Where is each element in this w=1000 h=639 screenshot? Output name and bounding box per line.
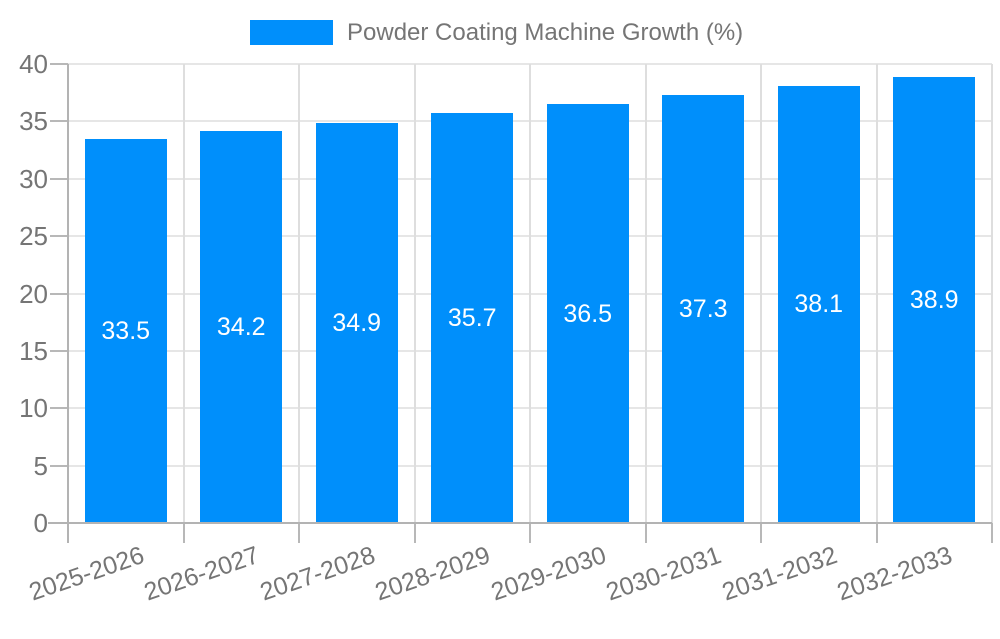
x-gridline — [182, 64, 185, 523]
bar[interactable]: 36.5 — [546, 104, 629, 523]
x-gridline — [760, 64, 762, 523]
bar[interactable]: 38.1 — [777, 85, 860, 523]
y-tick-mark — [50, 292, 68, 295]
y-tick-label: 25 — [19, 221, 48, 252]
bar[interactable]: 34.9 — [315, 122, 398, 523]
x-tick-mark — [760, 523, 762, 543]
x-gridline — [529, 64, 531, 523]
y-tick-mark — [50, 464, 68, 467]
x-tick-mark — [182, 523, 185, 543]
bar-value-label: 36.5 — [563, 299, 613, 328]
y-tick-label: 15 — [19, 335, 48, 366]
x-tick-mark — [413, 523, 416, 543]
bar[interactable]: 34.2 — [200, 130, 283, 523]
x-tick-mark — [644, 523, 647, 543]
y-tick-label: 30 — [19, 163, 48, 194]
y-tick-mark — [50, 63, 68, 65]
y-tick-mark — [50, 349, 68, 352]
bar[interactable]: 33.5 — [84, 138, 167, 523]
y-tick-mark — [50, 235, 68, 238]
x-axis-line — [48, 522, 992, 524]
legend-swatch — [250, 20, 333, 45]
y-tick-label: 0 — [33, 508, 48, 538]
bar-value-label: 35.7 — [447, 304, 497, 333]
legend-label: Powder Coating Machine Growth (%) — [347, 19, 744, 46]
bar-value-label: 38.9 — [909, 285, 959, 314]
x-gridline — [991, 64, 993, 523]
x-gridline — [298, 64, 300, 523]
bar-value-label: 34.2 — [216, 312, 266, 341]
x-gridline — [644, 64, 647, 523]
bar-value-label: 33.5 — [101, 316, 151, 345]
bar-value-label: 34.9 — [332, 308, 382, 337]
x-gridline — [875, 64, 878, 523]
y-tick-label: 35 — [19, 106, 48, 137]
y-tick-mark — [50, 407, 68, 410]
legend[interactable]: Powder Coating Machine Growth (%) — [250, 18, 743, 47]
bar[interactable]: 38.9 — [893, 76, 976, 523]
y-axis-line — [67, 64, 69, 543]
x-tick-mark — [991, 523, 993, 543]
bar[interactable]: 35.7 — [431, 113, 514, 523]
y-tick-label: 5 — [33, 450, 48, 481]
x-gridline — [413, 64, 416, 523]
bar-chart: Powder Coating Machine Growth (%) 33.5 34… — [19, 18, 993, 607]
y-tick-label: 40 — [19, 49, 48, 79]
x-tick-mark — [875, 523, 878, 543]
y-tick-label: 20 — [19, 278, 48, 309]
bar-value-label: 37.3 — [678, 294, 728, 323]
bar-value-label: 38.1 — [794, 290, 844, 319]
bar[interactable]: 37.3 — [662, 94, 745, 523]
y-tick-label: 10 — [19, 393, 48, 424]
x-tick-mark — [529, 523, 531, 543]
x-tick-mark — [298, 523, 300, 543]
y-tick-mark — [50, 120, 68, 123]
y-tick-mark — [50, 177, 68, 180]
